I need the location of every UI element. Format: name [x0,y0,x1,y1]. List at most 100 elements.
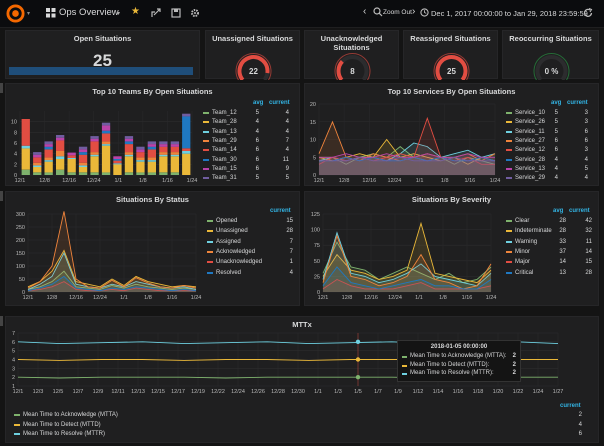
x-tick-label: 12/26 [251,389,265,395]
legend-item[interactable]: Service_27 6 6 [506,137,596,145]
logo-caret-icon[interactable]: ▾ [27,11,31,17]
gauge-value: 22 [249,67,258,76]
x-tick-label: 12/16 [62,178,76,184]
legend-item[interactable]: Clear 28 42 [506,217,595,225]
row-drag-handle[interactable] [0,316,3,326]
legend-item[interactable]: Team_28 4 4 [203,118,296,126]
gauge-value: 25 [447,67,456,76]
legend-item[interactable]: Mean Time to Acknowledge (MTTA) 2 [14,411,590,419]
legend-item[interactable]: Opened 15 [207,217,296,225]
legend-current: 5 [285,175,289,182]
bar-segment [78,154,88,163]
gauge-arc [237,55,270,80]
bar-segment [170,146,179,152]
legend-name: Team_30 [212,156,237,163]
teams-title: Top 10 Teams By Open Situations [92,87,213,96]
zoom-out-button[interactable]: Zoom Out [383,9,412,16]
y-tick-label: 8 [14,130,17,136]
bar-segment [33,152,42,155]
bar-segment [21,169,30,175]
series-area [319,157,495,175]
legend-item[interactable]: Minor 37 14 [506,248,595,256]
legend-item[interactable]: Critical 13 28 [506,269,595,277]
legend-swatch [207,240,213,243]
legend-swatch [203,139,209,142]
legend-item[interactable]: Service_29 4 4 [506,174,596,182]
legend-item[interactable]: Indeterminate 28 32 [506,227,595,235]
row-drag-handle[interactable] [0,83,3,93]
legend-current: 3 [584,119,588,126]
legend-item[interactable]: Unassigned 28 [207,227,296,235]
legend-item[interactable]: Service_13 4 5 [506,165,596,173]
bar-segment [124,154,134,157]
time-range-picker[interactable]: Dec 1, 2017 00:00:00 to Jan 29, 2018 23:… [431,9,588,18]
teams-legend-avg-header: avg [253,100,264,106]
dashboard-title-caret-icon[interactable]: ▾ [117,11,121,17]
legend-current: 4 [289,269,293,276]
y-tick-label: 7 [12,331,15,337]
share-icon[interactable] [151,8,161,18]
gauge-title: Unassigned Situations [212,34,293,43]
legend-item[interactable]: Service_11 5 6 [506,128,596,136]
legend-item[interactable]: Mean Time to Detect (MTTD) 4 [14,421,590,429]
bar-segment [182,148,191,151]
bar-segment [170,172,179,175]
legend-item[interactable]: Team_12 5 4 [203,109,296,117]
legend-item[interactable]: Team_13 4 4 [203,128,296,136]
gauge-title: Reoccurring Situations [509,34,592,43]
legend-swatch [203,112,209,114]
legend-avg: 37 [559,248,566,255]
legend-item[interactable]: Service_10 5 3 [506,109,596,117]
tooltip-name: Mean Time to Detect (MTTD): [410,361,490,368]
legend-item[interactable]: Service_28 4 4 [506,156,596,164]
legend-item[interactable]: Team_14 6 4 [203,146,296,154]
legend-name: Team_28 [212,119,237,126]
legend-item[interactable]: Major 14 15 [506,258,595,266]
dashboard-title[interactable]: Ops Overview [59,7,119,18]
x-tick-label: 12/1 [15,178,26,184]
series-line [27,275,197,292]
bar-segment [78,172,88,175]
bar-segment [136,172,145,175]
x-tick-label: 12/19 [191,389,205,395]
legend-item[interactable]: Service_12 6 3 [506,146,596,154]
legend-name: Service_29 [515,175,546,182]
legend-current: 14 [585,248,592,255]
legend-item[interactable]: Resolved 4 [207,269,296,277]
legend-name: Team_14 [212,147,237,154]
legend-name: Service_12 [515,147,546,154]
refresh-icon[interactable] [583,8,593,18]
star-icon[interactable]: ★ [131,6,140,17]
tooltip-swatch [402,373,407,375]
bar-segment [33,167,42,173]
legend-item[interactable]: Team_30 6 11 [203,156,296,164]
x-tick-label: 1/27 [553,389,564,395]
legend-name: Clear [515,218,530,224]
legend-item[interactable]: Team_15 6 9 [203,165,296,173]
row-drag-handle[interactable] [0,191,3,201]
grafana-logo-icon[interactable] [6,4,25,23]
legend-item[interactable]: Warning 33 11 [506,238,595,246]
x-tick-label: 1/12 [413,389,424,395]
save-icon[interactable] [171,8,181,18]
legend-item[interactable]: Assigned 7 [207,238,296,246]
y-tick-label: 3 [12,366,15,372]
bar-segment [78,146,88,150]
x-tick-label: 12/8 [39,178,50,184]
y-tick-label: 4 [12,358,15,364]
legend-item[interactable]: Acknowledged 7 [207,248,296,256]
gear-icon[interactable] [190,8,200,18]
zoom-out-icon[interactable] [373,7,383,17]
legend-name: Unacknowledged [216,259,263,266]
legend-item[interactable]: Mean Time to Resolve (MTTR) 6 [14,430,590,438]
legend-item[interactable]: Team_31 5 5 [203,174,296,182]
legend-item[interactable]: Unacknowledged 1 [207,258,296,266]
y-tick-label: 6 [12,340,15,346]
time-forward-chevron-icon[interactable]: › [412,6,416,17]
legend-item[interactable]: Service_26 5 3 [506,118,596,126]
time-back-chevron-icon[interactable]: ‹ [363,6,367,17]
x-tick-label: 1/8 [144,295,152,301]
bar-segment [113,156,122,159]
bar-segment [170,156,179,173]
legend-item[interactable]: Team_29 6 7 [203,137,296,145]
